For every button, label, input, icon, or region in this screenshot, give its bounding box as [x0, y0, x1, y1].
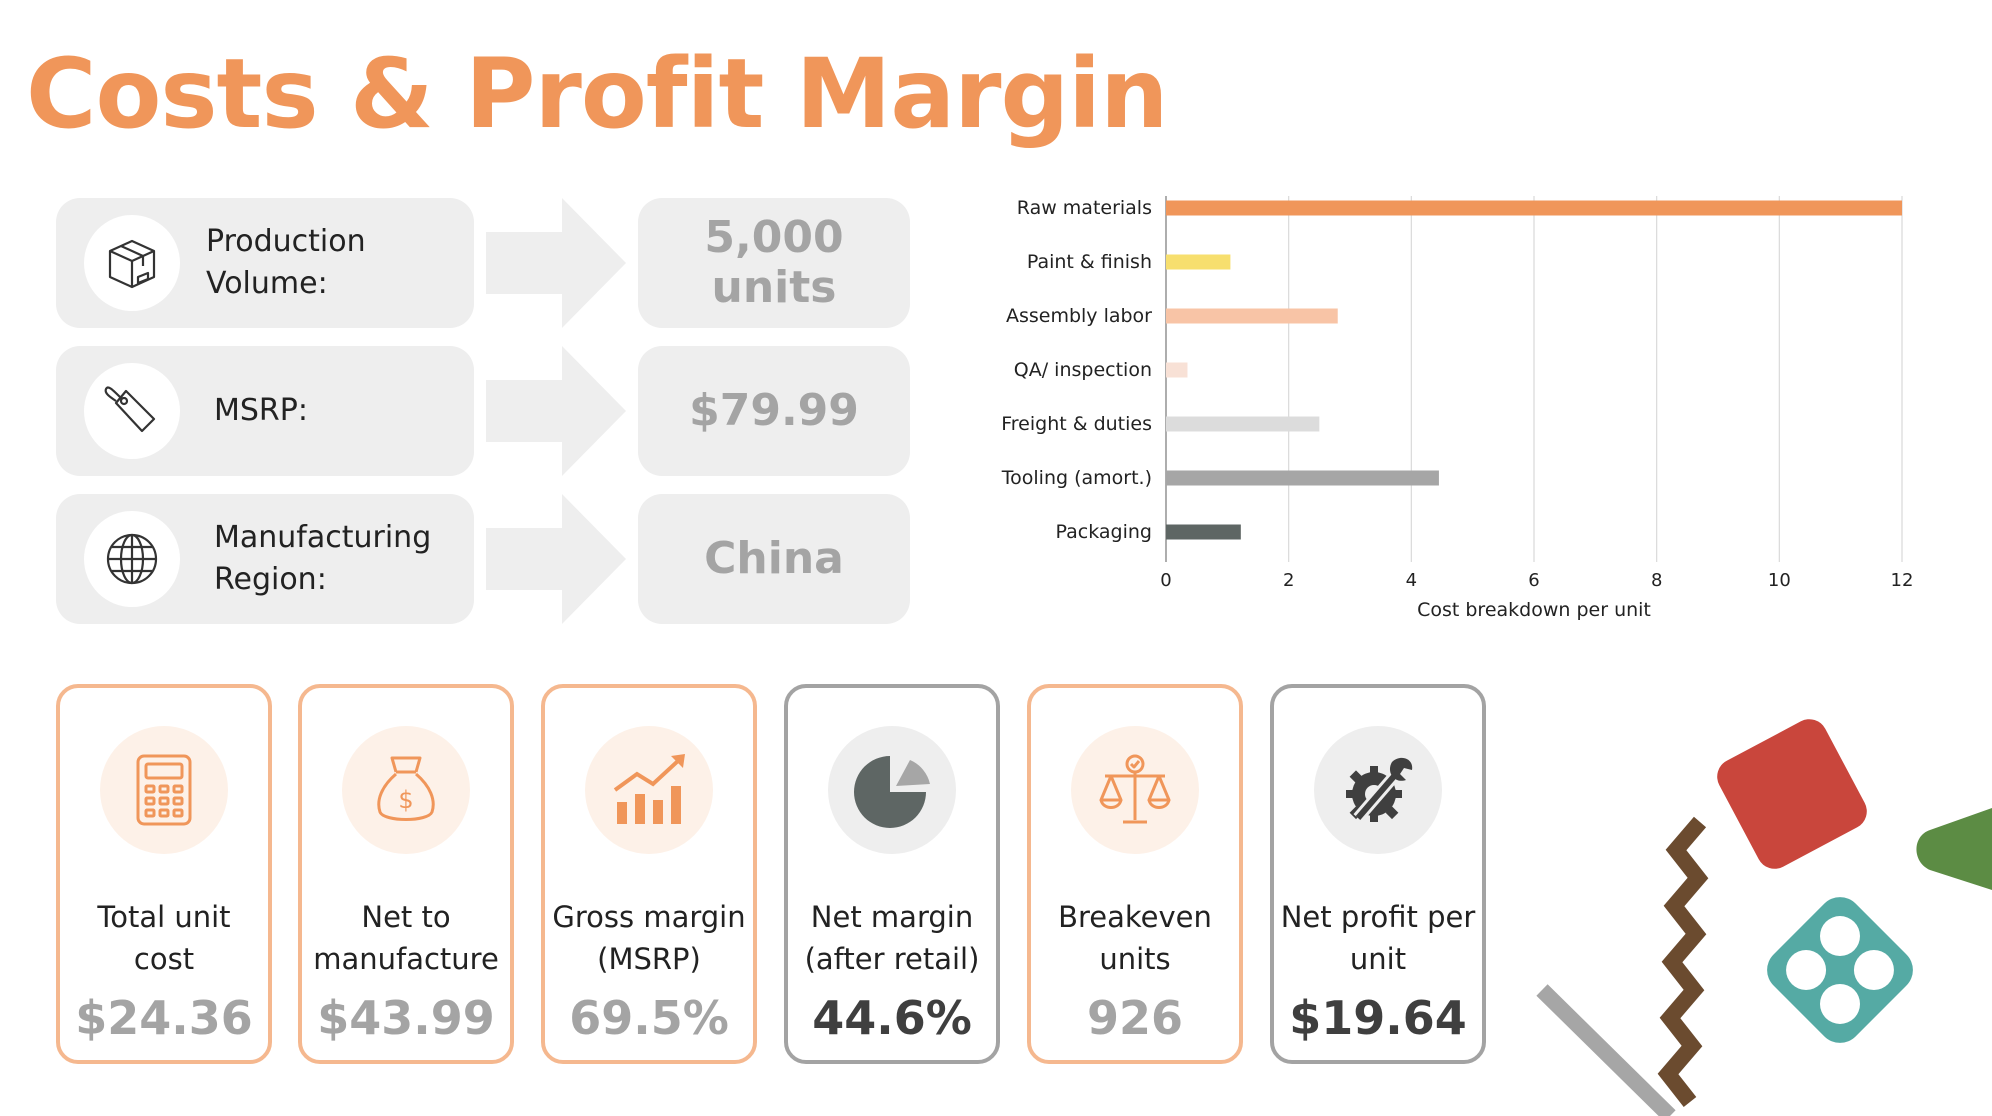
- decorative-shapes: [1536, 719, 1992, 1116]
- info-label: Production Volume:: [206, 224, 366, 301]
- metric-label: Total unit cost: [97, 900, 231, 976]
- metric-label: Net margin (after retail): [804, 900, 980, 976]
- bar: [1166, 308, 1338, 324]
- x-tick-label: 10: [1768, 570, 1791, 591]
- metric-label: Net profit per unit: [1280, 900, 1476, 976]
- metric-card-total-unit-cost: Total unit cost $24.36: [56, 684, 272, 1064]
- arrow-right-icon: [486, 494, 626, 624]
- bar: [1166, 416, 1320, 432]
- box-icon: [84, 215, 180, 311]
- bar: [1166, 524, 1241, 540]
- info-value: $79.99: [638, 346, 910, 476]
- growth-chart-icon: [585, 726, 713, 854]
- metric-value: 44.6%: [812, 991, 972, 1045]
- decorative-red-square: [1717, 719, 1867, 869]
- decorative-brown-zigzag: [1657, 816, 1709, 1107]
- metric-value: $24.36: [75, 991, 253, 1045]
- x-tick-label: 4: [1406, 570, 1417, 591]
- metric-card-breakeven-units: Breakeven units 926: [1027, 684, 1243, 1064]
- x-tick-label: 0: [1160, 570, 1171, 591]
- bar: [1166, 200, 1902, 216]
- balance-scale-icon: [1071, 726, 1199, 854]
- decorative-green-blob: [1916, 808, 1992, 890]
- money-bag-icon: $: [342, 726, 470, 854]
- info-label-box: Production Volume:: [56, 198, 474, 328]
- metric-card-net-profit-per-unit: Net profit per unit $19.64: [1270, 684, 1486, 1064]
- gear-wrench-icon: [1314, 726, 1442, 854]
- category-label: Raw materials: [1017, 197, 1152, 219]
- metric-label: Breakeven units: [1058, 900, 1212, 976]
- info-label-box: Manufacturing Region:: [56, 494, 474, 624]
- x-tick-label: 8: [1651, 570, 1662, 591]
- calculator-icon: [100, 726, 228, 854]
- decorative-teal-tile: [1767, 897, 1913, 1043]
- metric-card-net-to-manufacture: $ Net to manufacture $43.99: [298, 684, 514, 1064]
- info-value: China: [638, 494, 910, 624]
- pie-chart-icon: [828, 726, 956, 854]
- info-row-production-volume: Production Volume: 5,000 units: [56, 198, 916, 328]
- metric-label: Net to manufacture: [313, 900, 499, 976]
- price-tag-icon: [84, 363, 180, 459]
- category-label: Packaging: [1056, 521, 1152, 543]
- x-tick-label: 6: [1528, 570, 1539, 591]
- info-label: MSRP:: [214, 393, 308, 428]
- page-title: Costs & Profit Margin: [26, 38, 1168, 150]
- category-label: Assembly labor: [1006, 305, 1152, 327]
- metric-label: Gross margin (MSRP): [552, 900, 746, 976]
- info-row-msrp: MSRP: $79.99: [56, 346, 916, 476]
- bar: [1166, 362, 1188, 378]
- x-tick-label: 2: [1283, 570, 1294, 591]
- bar: [1166, 254, 1231, 270]
- info-value: 5,000 units: [638, 198, 910, 328]
- metric-value: 926: [1086, 991, 1184, 1045]
- category-label: QA/ inspection: [1014, 359, 1152, 381]
- svg-text:$: $: [398, 786, 413, 814]
- info-label-box: MSRP:: [56, 346, 474, 476]
- arrow-right-icon: [486, 198, 626, 328]
- x-tick-label: 12: [1891, 570, 1914, 591]
- cost-breakdown-chart-svg: 0 2 4 6 8 10 12 Raw materials Paint & finish Asse…: [1001, 196, 1914, 621]
- metric-card-net-margin: Net margin (after retail) 44.6%: [784, 684, 1000, 1064]
- info-row-manufacturing-region: Manufacturing Region: China: [56, 494, 916, 624]
- x-axis-label: Cost breakdown per unit: [1417, 599, 1651, 621]
- arrow-right-icon: [486, 346, 626, 476]
- cost-breakdown-chart: 0 2 4 6 8 10 12 Raw materials Paint & finish Asse…: [980, 190, 1980, 630]
- globe-icon: [84, 511, 180, 607]
- decorative-gray-stick: [1536, 984, 1676, 1116]
- metric-card-gross-margin: Gross margin (MSRP) 69.5%: [541, 684, 757, 1064]
- metric-value: $19.64: [1289, 991, 1467, 1045]
- category-label: Freight & duties: [1001, 413, 1152, 435]
- category-label: Paint & finish: [1027, 251, 1152, 273]
- category-label: Tooling (amort.): [1001, 467, 1152, 489]
- metric-value: 69.5%: [569, 991, 729, 1045]
- metric-value: $43.99: [317, 991, 495, 1045]
- bar: [1166, 470, 1439, 486]
- info-label: Manufacturing Region:: [214, 520, 432, 597]
